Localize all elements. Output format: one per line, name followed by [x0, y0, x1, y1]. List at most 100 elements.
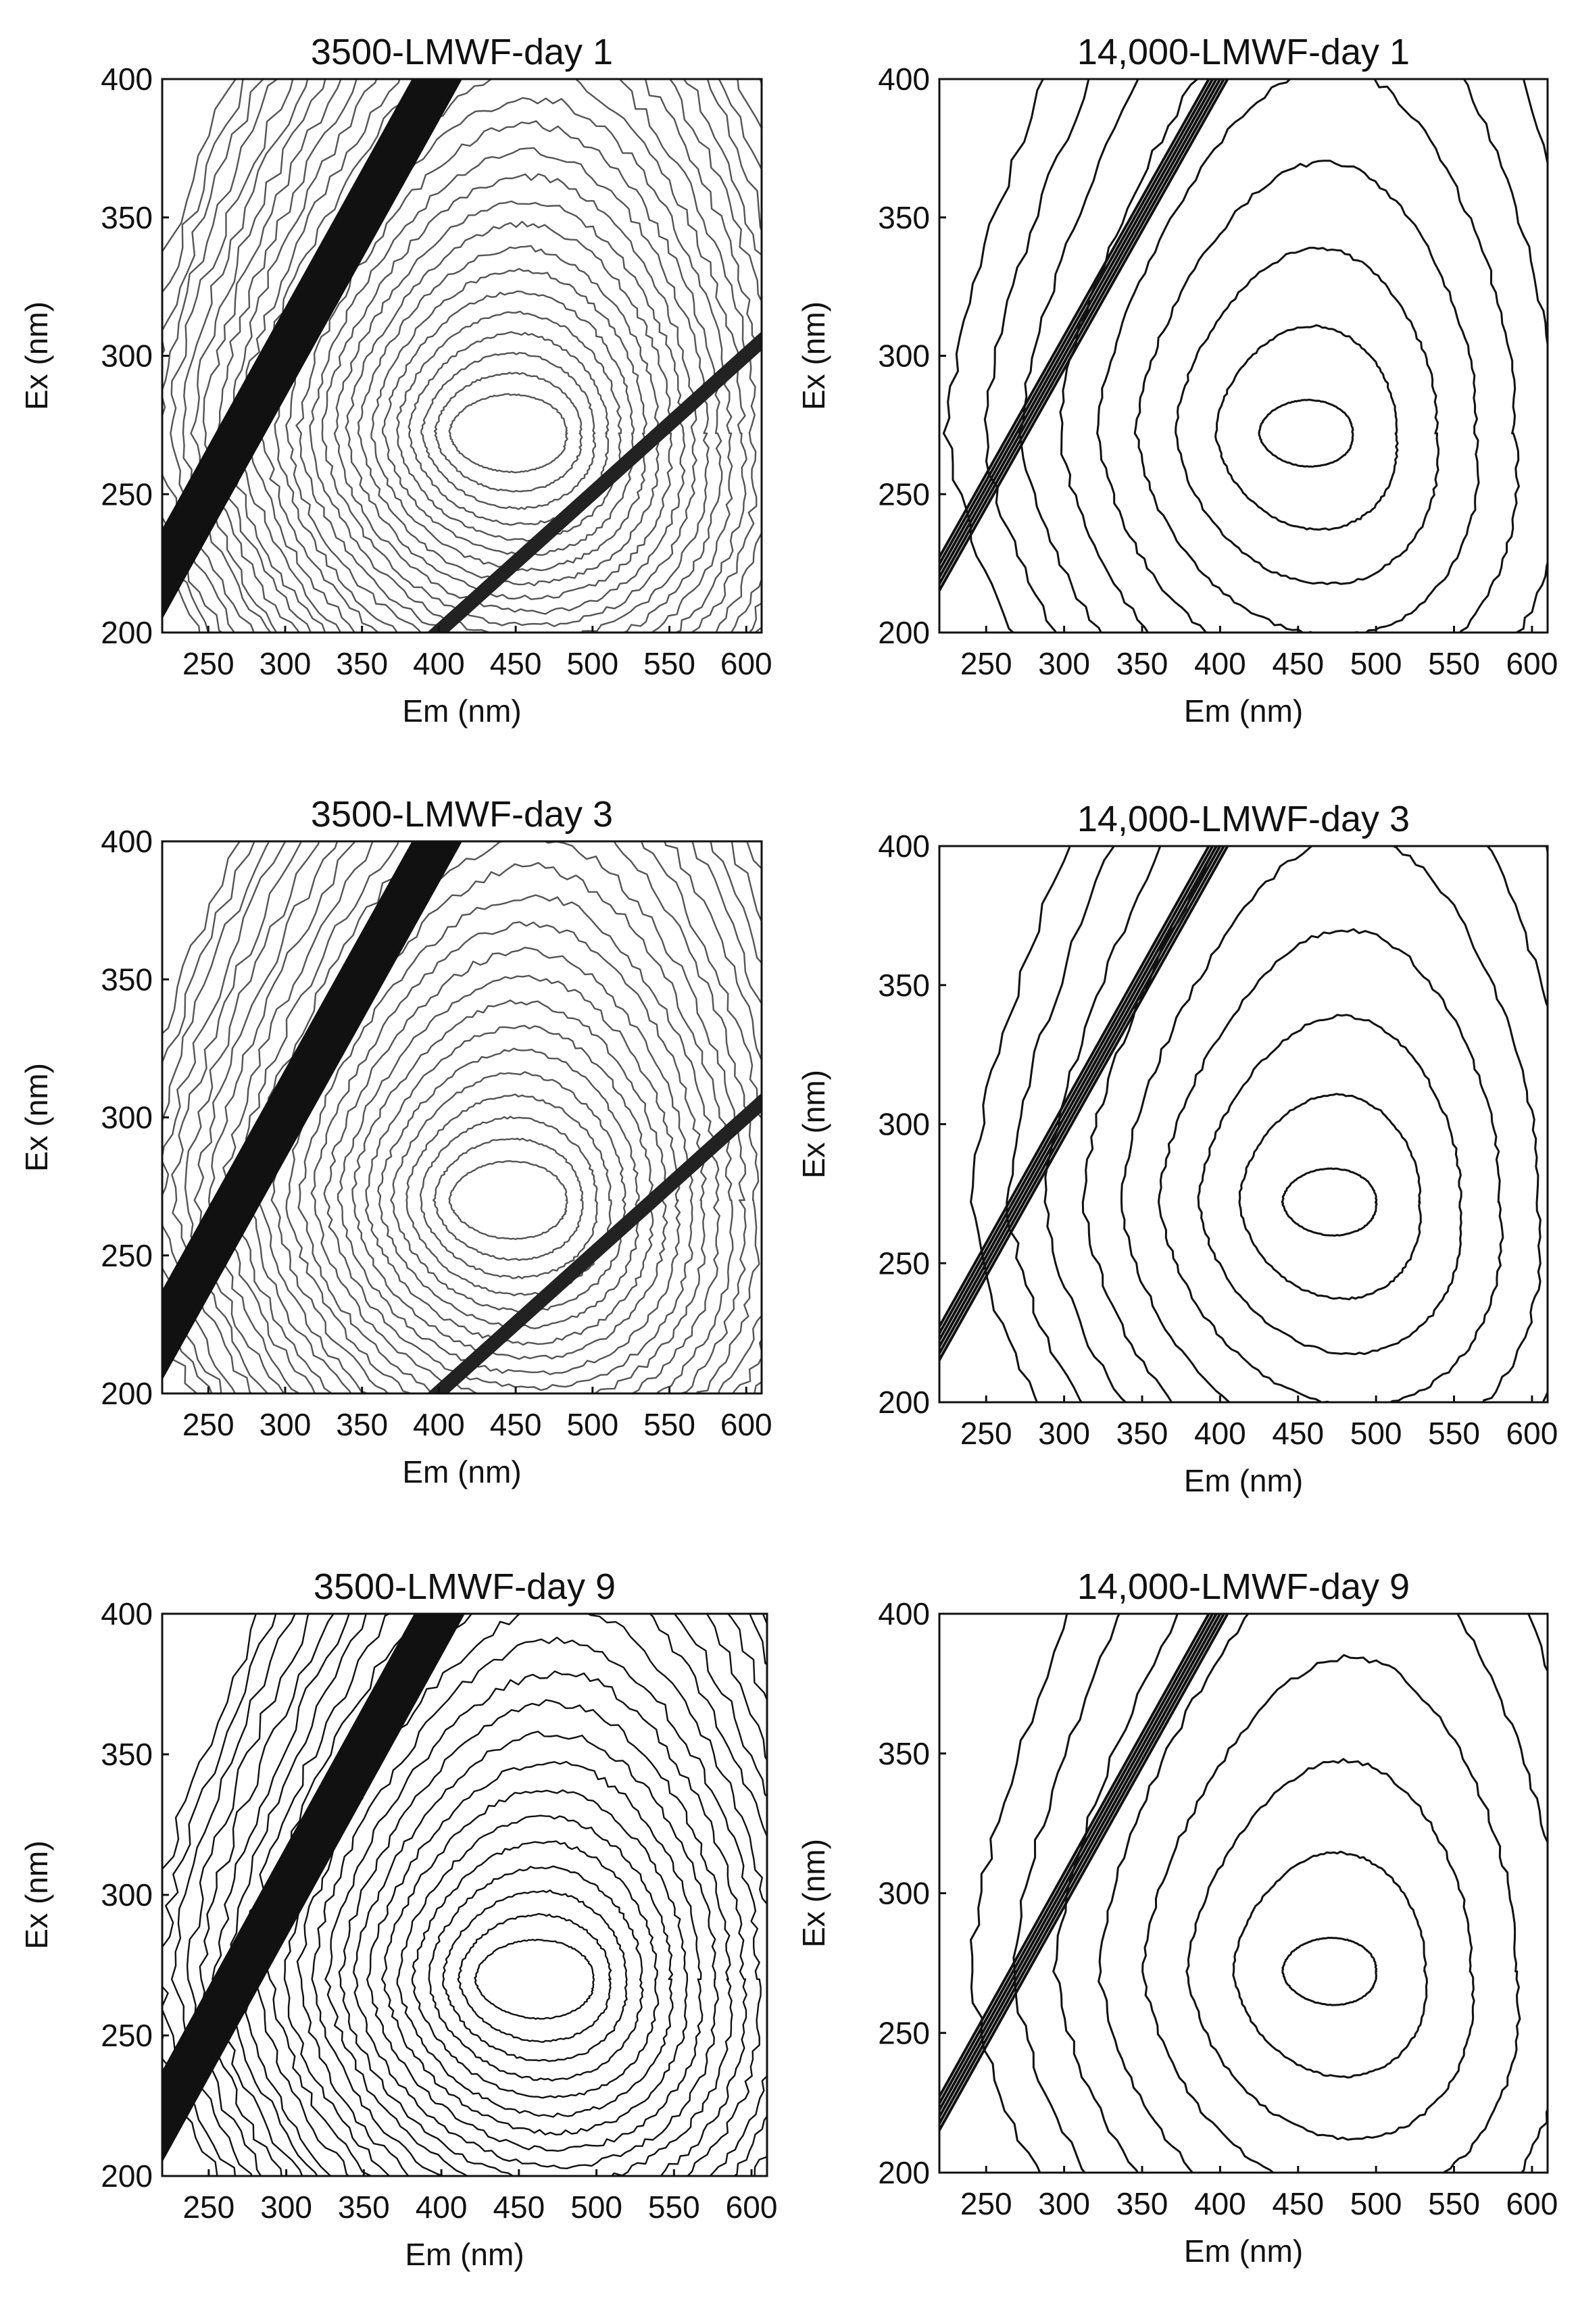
contour-line	[370, 268, 647, 572]
contour-line	[474, 1938, 595, 2020]
contour-line	[357, 245, 660, 587]
scatter-line	[939, 79, 1218, 574]
plot-area	[939, 846, 1548, 1402]
scatter-line	[162, 79, 459, 614]
scatter-line	[428, 331, 762, 633]
scatter-line	[162, 841, 459, 1375]
scatter-line	[939, 79, 1226, 587]
scatter-line	[443, 1106, 762, 1393]
scatter-line	[162, 79, 449, 594]
x-tick-label: 500	[566, 646, 618, 681]
x-tick-label: 350	[336, 1407, 388, 1442]
contour-line	[364, 1024, 654, 1346]
x-tick-label: 250	[960, 1416, 1012, 1451]
contour-line	[1098, 1614, 1548, 2173]
scatter-line	[162, 841, 424, 1311]
contour-lines	[942, 79, 1548, 633]
x-tick-label: 550	[1428, 1416, 1480, 1451]
scatter-line	[162, 841, 428, 1318]
rayleigh-scatter-first-order	[939, 846, 1229, 1363]
contour-line	[266, 1614, 767, 2176]
contour-line	[184, 841, 762, 1393]
scatter-line	[162, 1614, 444, 2125]
contour-line	[186, 1614, 310, 2176]
x-tick-label: 600	[1506, 1416, 1558, 1451]
x-tick-label: 250	[182, 646, 235, 681]
panel-1: 250 300 350 400 450 500 550 600 200 250 300 350 400 3…	[19, 32, 772, 728]
scatter-line	[162, 79, 420, 544]
contour-lines	[970, 846, 1548, 1402]
scatter-line	[162, 841, 449, 1356]
contour-line	[199, 1614, 335, 2176]
scatter-line	[939, 1614, 1218, 2113]
contour-line	[942, 79, 1045, 633]
contour-line	[225, 79, 762, 633]
scatter-line	[445, 1108, 762, 1393]
scatter-line	[939, 846, 1214, 1337]
contour-line	[1012, 1614, 1121, 2173]
scatter-line	[939, 846, 1222, 1350]
y-tick-label: 400	[101, 824, 153, 859]
contour-line	[311, 1636, 762, 2176]
contour-line	[202, 79, 762, 633]
x-tick-label: 400	[416, 2190, 468, 2225]
scatter-line	[162, 841, 445, 1349]
scatter-line	[162, 841, 435, 1330]
contour-line	[457, 1912, 612, 2043]
contour-line	[237, 79, 762, 633]
contour-line	[1081, 846, 1548, 1402]
y-tick-label: 400	[101, 61, 153, 97]
scatter-line	[162, 79, 431, 563]
x-tick-label: 400	[413, 1407, 465, 1442]
y-tick-label: 250	[878, 1245, 930, 1281]
scatter-line	[162, 1614, 426, 2092]
contour-line	[448, 393, 568, 474]
scatter-line	[162, 841, 420, 1305]
plot-frame	[938, 78, 1549, 634]
scatter-line	[939, 1614, 1229, 2133]
contour-line	[396, 310, 622, 542]
scatter-line	[939, 79, 1211, 560]
chart-title: 3500-LMWF-day 1	[311, 32, 613, 72]
x-tick-label: 500	[1350, 1416, 1402, 1451]
y-tick-label: 200	[878, 1385, 930, 1420]
scatter-line	[939, 1614, 1211, 2100]
contour-line	[170, 1614, 296, 2176]
y-tick-label: 400	[878, 829, 930, 864]
scatter-line	[162, 841, 455, 1368]
contour-line	[970, 1614, 1068, 2173]
contour-line	[983, 79, 1090, 633]
y-tick-label: 400	[878, 1596, 930, 1631]
chart-title: 3500-LMWF-day 9	[314, 1566, 616, 1607]
contour-line	[1141, 1654, 1521, 2173]
scatter-line	[162, 841, 431, 1324]
contour-line	[1158, 928, 1504, 1402]
x-tick-label: 400	[413, 646, 465, 681]
scatter-line	[939, 79, 1222, 580]
x-tick-label: 550	[1428, 2186, 1480, 2221]
contour-line	[170, 79, 294, 633]
scatter-line	[939, 1614, 1214, 2106]
contour-line	[428, 1865, 644, 2082]
contour-lines	[970, 1614, 1548, 2173]
x-tick-label: 450	[1272, 646, 1324, 681]
contour-line	[337, 974, 681, 1375]
contour-line	[297, 894, 720, 1393]
contour-line	[1059, 79, 1548, 633]
x-tick-label: 300	[1038, 2186, 1090, 2221]
x-axis-label: Em (nm)	[402, 693, 521, 728]
contour-line	[419, 1116, 598, 1279]
scatter-line	[162, 1614, 430, 2098]
y-tick-label: 350	[101, 1737, 153, 1772]
y-tick-label: 200	[878, 615, 930, 650]
x-tick-label: 600	[1506, 2186, 1558, 2221]
scatter-line	[162, 1614, 423, 2085]
contour-line	[1052, 1614, 1548, 2173]
contour-line	[285, 862, 734, 1393]
x-tick-label: 400	[1194, 1416, 1246, 1451]
x-tick-label: 450	[1272, 2186, 1324, 2221]
scatter-line	[939, 846, 1226, 1356]
scatter-line	[162, 1614, 465, 2163]
contour-line	[193, 841, 762, 1393]
y-tick-label: 250	[878, 2015, 930, 2050]
